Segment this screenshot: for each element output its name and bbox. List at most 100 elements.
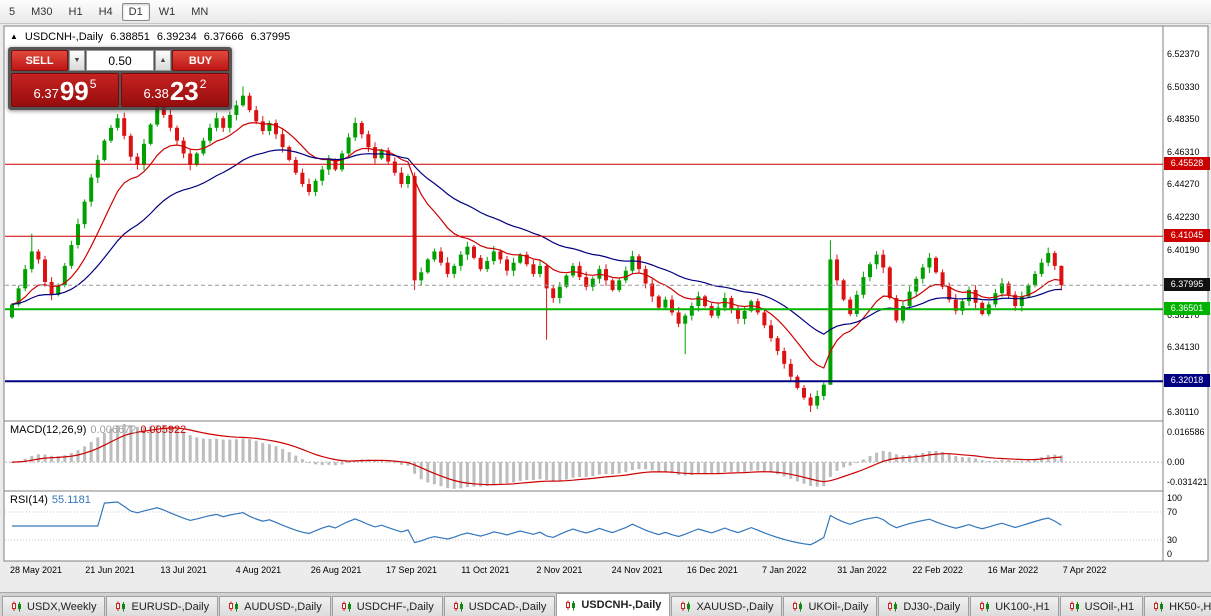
- chart-tab-usdx-weekly[interactable]: USDX,Weekly: [2, 596, 106, 616]
- price-level-badge: 6.37995: [1164, 278, 1210, 292]
- timeframe-button-m30[interactable]: M30: [24, 3, 59, 21]
- timeframe-button-mn[interactable]: MN: [184, 3, 215, 21]
- macd-name: MACD(12,26,9): [10, 424, 87, 436]
- chart-tab-uk100-h1[interactable]: UK100-,H1: [970, 596, 1059, 616]
- chart-tab-label: UK100-,H1: [995, 600, 1050, 613]
- candlestick-chart-icon: [565, 600, 577, 611]
- chart-tab-label: USDCAD-,Daily: [468, 600, 547, 613]
- chart-tab-usdchf-daily[interactable]: USDCHF-,Daily: [331, 596, 443, 616]
- volume-decrease-button[interactable]: ▼: [69, 50, 85, 71]
- chart-tab-xauusd-daily[interactable]: XAUUSD-,Daily: [671, 596, 783, 616]
- chart-tab-label: USDX,Weekly: [27, 600, 97, 613]
- buy-price-display[interactable]: 6.38 23 2: [121, 73, 229, 107]
- axis-tick-label: 70: [1167, 507, 1178, 517]
- sell-price-big: 99: [59, 76, 89, 106]
- date-axis-label: 21 Jun 2021: [85, 565, 135, 575]
- axis-tick-label: 0.016586: [1167, 427, 1205, 437]
- axis-tick-label: 6.48350: [1167, 113, 1200, 124]
- axis-tick-label: 0: [1167, 549, 1173, 559]
- chart-tab-label: EURUSD-,Daily: [131, 600, 210, 613]
- chart-title-row: ▲ USDCNH-,Daily 6.38851 6.39234 6.37666 …: [10, 31, 290, 43]
- volume-increase-button[interactable]: ▲: [155, 50, 171, 71]
- candlestick-chart-icon: [979, 601, 991, 612]
- one-click-trading-panel: SELL ▼ ▲ BUY 6.37 99 5 6.38 23 2: [8, 47, 232, 110]
- date-axis-label: 24 Nov 2021: [611, 565, 663, 575]
- date-axis-label: 26 Aug 2021: [310, 565, 362, 575]
- chart-tab-label: XAUUSD-,Daily: [696, 600, 774, 613]
- date-axis-label: 16 Mar 2022: [987, 565, 1039, 575]
- date-axis-label: 2 Nov 2021: [536, 565, 583, 575]
- chart-tab-usdcad-daily[interactable]: USDCAD-,Daily: [443, 596, 556, 616]
- ohlc-close: 6.37995: [250, 31, 291, 43]
- date-axis-label: 4 Aug 2021: [235, 565, 282, 575]
- ohlc-open: 6.38851: [110, 31, 150, 43]
- sell-button[interactable]: SELL: [11, 50, 68, 71]
- price-level-badge: 6.41045: [1164, 229, 1210, 243]
- date-axis-label: 16 Dec 2021: [686, 565, 738, 575]
- buy-price-small: 6.38: [143, 86, 169, 101]
- timeframe-button-h1[interactable]: H1: [62, 3, 90, 21]
- price-level-badge: 6.36501: [1164, 302, 1210, 316]
- date-axis-label: 7 Jan 2022: [762, 565, 807, 575]
- axis-tick-label: 100: [1167, 493, 1183, 503]
- candlestick-chart-icon: [887, 601, 899, 612]
- macd-signal-value: 0.005922: [140, 424, 187, 436]
- chart-tab-ukoil-daily[interactable]: UKOil-,Daily: [783, 596, 878, 616]
- axis-tick-label: 6.50330: [1167, 82, 1200, 93]
- chart-tab-hk50-h1[interactable]: HK50-,H1: [1144, 596, 1211, 616]
- date-axis-label: 13 Jul 2021: [160, 565, 207, 575]
- candlestick-chart-icon: [1153, 601, 1165, 612]
- candlestick-chart-icon: [792, 601, 804, 612]
- timeframe-button-5[interactable]: 5: [2, 3, 22, 21]
- candlestick-chart-icon: [1069, 601, 1081, 612]
- candlestick-chart-icon: [11, 601, 23, 612]
- axis-tick-label: 6.44270: [1167, 179, 1200, 190]
- chart-tab-usoil-h1[interactable]: USOil-,H1: [1059, 596, 1144, 616]
- axis-tick-label: 6.40190: [1167, 244, 1200, 255]
- candlestick-chart-icon: [453, 601, 465, 612]
- volume-up-icon: ▲: [159, 57, 167, 64]
- chart-tab-label: DJ30-,Daily: [903, 600, 961, 613]
- ohlc-high: 6.39234: [156, 31, 197, 43]
- chart-tab-usdcnh-daily[interactable]: USDCNH-,Daily: [556, 593, 671, 616]
- volume-down-icon: ▼: [73, 57, 81, 64]
- chart-tab-label: HK50-,H1: [1169, 600, 1211, 613]
- rsi-value: 55.1181: [51, 494, 91, 506]
- axis-tick-label: 30: [1167, 535, 1178, 545]
- sell-price-small: 6.37: [33, 86, 59, 101]
- candlestick-chart-icon: [680, 601, 692, 612]
- macd-main-value: 0.006672: [90, 424, 137, 436]
- volume-input[interactable]: [86, 50, 154, 71]
- date-axis-label: 31 Jan 2022: [837, 565, 887, 575]
- timeframe-button-d1[interactable]: D1: [121, 2, 150, 21]
- date-axis-label: 22 Feb 2022: [912, 565, 963, 575]
- sell-price-display[interactable]: 6.37 99 5: [11, 73, 119, 107]
- candlestick-chart-icon: [228, 601, 240, 612]
- chart-symbol-title: USDCNH-,Daily: [24, 31, 104, 43]
- candlestick-chart-icon: [115, 601, 127, 612]
- date-axis-label: 11 Oct 2021: [461, 565, 510, 575]
- date-axis-label: 7 Apr 2022: [1062, 565, 1107, 575]
- axis-tick-label: 0.00: [1167, 457, 1185, 468]
- axis-tick-label: 6.30110: [1167, 406, 1199, 417]
- axis-tick-label: 6.34130: [1167, 342, 1200, 353]
- buy-button[interactable]: BUY: [172, 50, 229, 71]
- price-level-badge: 6.32018: [1164, 374, 1210, 388]
- timeframe-toolbar: 5 M30 H1 H4 D1 W1 MN: [0, 0, 1211, 24]
- macd-label: MACD(12,26,9) 0.006672 0.005922: [10, 424, 186, 436]
- axis-tick-label: 6.52370: [1167, 49, 1200, 60]
- chart-tab-eurusd-daily[interactable]: EURUSD-,Daily: [106, 596, 219, 616]
- buy-price-big: 23: [169, 76, 199, 106]
- price-level-badge: 6.45528: [1164, 157, 1210, 171]
- chart-tab-dj30-daily[interactable]: DJ30-,Daily: [878, 596, 970, 616]
- chart-tab-label: USDCNH-,Daily: [581, 599, 662, 611]
- sell-price-sup: 5: [89, 77, 97, 91]
- chart-tab-label: USDCHF-,Daily: [356, 600, 434, 613]
- ohlc-low: 6.37666: [203, 31, 244, 43]
- timeframe-button-w1[interactable]: W1: [152, 3, 183, 21]
- chart-tab-audusd-daily[interactable]: AUDUSD-,Daily: [219, 596, 331, 616]
- collapse-panel-icon[interactable]: ▲: [10, 32, 18, 41]
- timeframe-button-h4[interactable]: H4: [92, 3, 120, 21]
